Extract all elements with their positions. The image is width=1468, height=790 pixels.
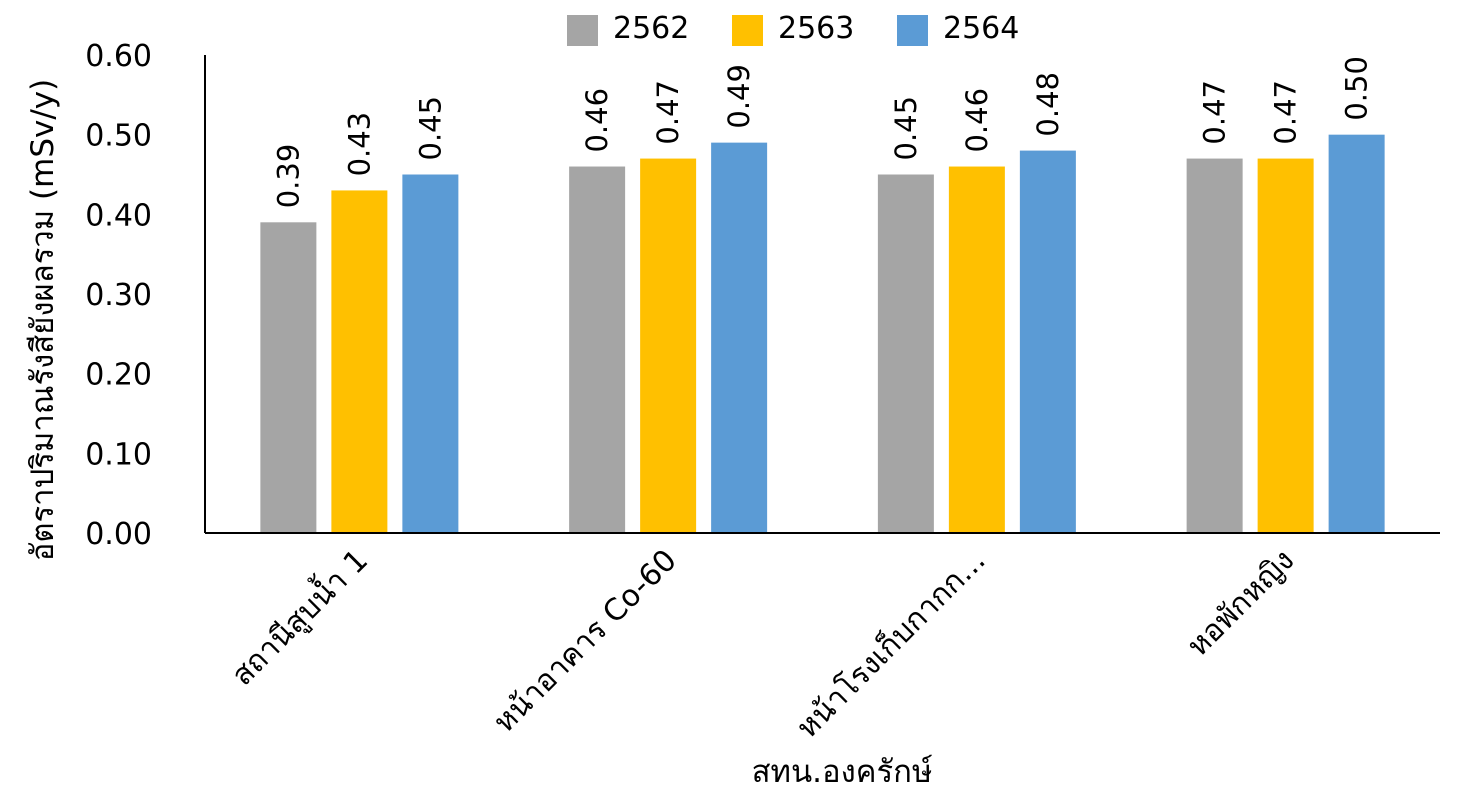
bar-2563-4 [1257, 158, 1314, 534]
y-tick-label: 0.20 [85, 358, 152, 393]
data-label: 0.45 [413, 96, 447, 161]
legend-swatch-2564 [897, 15, 928, 46]
bar-2564-1 [402, 174, 459, 533]
bar-2564-4 [1328, 134, 1385, 533]
y-axis-title: อัตราปริมาณรังสียังผลรวม (mSv/y) [25, 79, 61, 561]
data-label: 0.46 [960, 88, 994, 153]
bar-2562-2 [569, 166, 626, 534]
bar-2563-1 [331, 190, 388, 533]
bars [260, 134, 1385, 534]
x-tick-label: หน้าอาคาร Co-60 [487, 543, 684, 740]
bar-2562-3 [877, 174, 934, 533]
data-label: 0.47 [1269, 80, 1303, 145]
legend-swatch-2562 [567, 15, 598, 46]
y-tick-label: 0.30 [85, 278, 152, 313]
x-tick-label: สถานีสูบน้ำ 1 [221, 539, 375, 693]
legend-label: 2562 [613, 11, 689, 46]
y-tick-label: 0.60 [85, 39, 152, 74]
data-label: 0.50 [1340, 56, 1374, 121]
data-label: 0.47 [651, 80, 685, 145]
bar-2562-4 [1186, 158, 1243, 534]
bar-2564-2 [711, 142, 768, 533]
y-tick-label: 0.50 [85, 119, 152, 154]
x-tick-label: หน้าโรงเก็บกากก... [789, 541, 993, 745]
y-tick-label: 0.10 [85, 437, 152, 472]
data-label: 0.43 [342, 112, 376, 177]
bar-2564-3 [1019, 150, 1076, 533]
y-tick-label: 0.40 [85, 198, 152, 233]
data-label: 0.48 [1031, 72, 1065, 137]
legend-label: 2564 [943, 11, 1019, 46]
data-label: 0.47 [1198, 80, 1232, 145]
x-axis: สถานีสูบน้ำ 1 หน้าอาคาร Co-60 หน้าโรงเก็บก… [221, 539, 1301, 745]
legend-label: 2563 [778, 11, 854, 46]
legend: 2562 2563 2564 [567, 11, 1019, 46]
data-label: 0.45 [889, 96, 923, 161]
legend-swatch-2563 [732, 15, 763, 46]
bar-2563-2 [640, 158, 697, 534]
x-axis-title: สทน.องครักษ์ [752, 754, 933, 790]
bar-2562-1 [260, 222, 317, 534]
data-label: 0.46 [580, 88, 614, 153]
bar-2563-3 [948, 166, 1005, 534]
y-tick-label: 0.00 [85, 517, 152, 552]
x-tick-label: หอพักหญิง [1181, 543, 1302, 664]
data-labels: 0.39 0.43 0.45 0.46 0.47 0.49 0.45 0.46 0.48 0.47… [271, 56, 1373, 208]
data-label: 0.39 [271, 144, 305, 209]
data-label: 0.49 [722, 64, 756, 129]
y-axis: 0.00 0.10 0.20 0.30 0.40 0.50 0.60 [85, 39, 206, 552]
